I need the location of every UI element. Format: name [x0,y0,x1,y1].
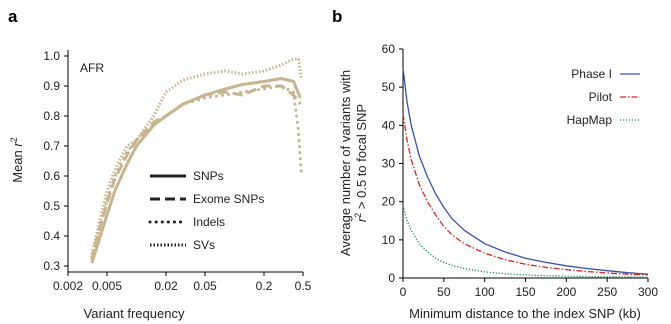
panel-b-series-hapmap [402,205,649,278]
panel-b-y-tick-label: 50 [382,80,396,94]
panel-b-x-tick-label: 100 [475,285,495,299]
panel-b-y-tick-label: 10 [382,233,396,247]
panel-b-x-tick-label: 150 [515,285,535,299]
panel-a-chart: AFR Variant frequency Mean r2 0.002 0.005… [9,49,312,321]
panel-b-y-tick-label: 0 [388,271,395,285]
panel-a-legend-label: SVs [193,238,215,252]
panel-b-x-tick-label: 50 [437,285,451,299]
panel-b-series-phase-i [402,68,649,275]
panel-a-y-tick-label: 0.7 [43,139,60,153]
panel-b-chart: Minimum distance to the index SNP (kb) A… [338,42,658,321]
panel-a-y-tick-label: 0.3 [43,259,60,273]
panel-b-y-label-line2: r2 > 0.5 to focal SNP [353,104,369,222]
panel-a-annotation: AFR [80,61,104,75]
panel-b-x-label: Minimum distance to the index SNP (kb) [409,306,641,321]
panel-b-y-label-line1: Average number of variants with [338,70,353,256]
panel-b-x-tick-label: 300 [638,285,658,299]
panel-b-x-tick-label: 0 [400,285,407,299]
panel-a-y-tick-label: 0.5 [43,199,60,213]
panel-a-legend-label: Exome SNPs [193,192,264,206]
panel-b-legend-label: HapMap [567,113,613,127]
panel-b-series-pilot [402,113,649,276]
panel-a-x-label: Variant frequency [84,306,185,321]
panel-a-legend-label: Indels [193,215,225,229]
panel-b-legend-label: Pilot [589,90,613,104]
panel-b-y-tick-label: 20 [382,195,396,209]
panel-a-y-tick-label: 0.8 [43,109,60,123]
panel-b-y-tick-label: 40 [382,118,396,132]
panel-b-letter: b [332,7,342,26]
panel-a-letter: a [8,7,18,26]
panel-a-y-tick-label: 0.6 [43,169,60,183]
panel-a-series-snps [90,77,302,264]
panel-a-x-tick-label: 0.5 [295,279,312,293]
panel-a-y-label: Mean r2 [9,137,25,183]
panel-a-x-tick-label: 0.05 [193,279,217,293]
panel-b-x-tick-label: 250 [597,285,617,299]
panel-a-y-tick-label: 1.0 [43,49,60,63]
panel-b-x-tick-label: 200 [556,285,576,299]
panel-a-x-tick-label: 0.2 [256,279,273,293]
panel-b-legend-label: Phase I [571,67,612,81]
panel-a-x-tick-label: 0.005 [92,279,122,293]
panel-a-y-tick-label: 0.4 [43,229,60,243]
panel-a-x-tick-label: 0.002 [53,279,83,293]
panel-b-y-tick-label: 60 [382,42,396,56]
panel-a-x-tick-label: 0.02 [154,279,178,293]
panel-a-y-tick-label: 0.9 [43,79,60,93]
panel-b-y-tick-label: 30 [382,157,396,171]
panel-a-legend-label: SNPs [193,169,224,183]
